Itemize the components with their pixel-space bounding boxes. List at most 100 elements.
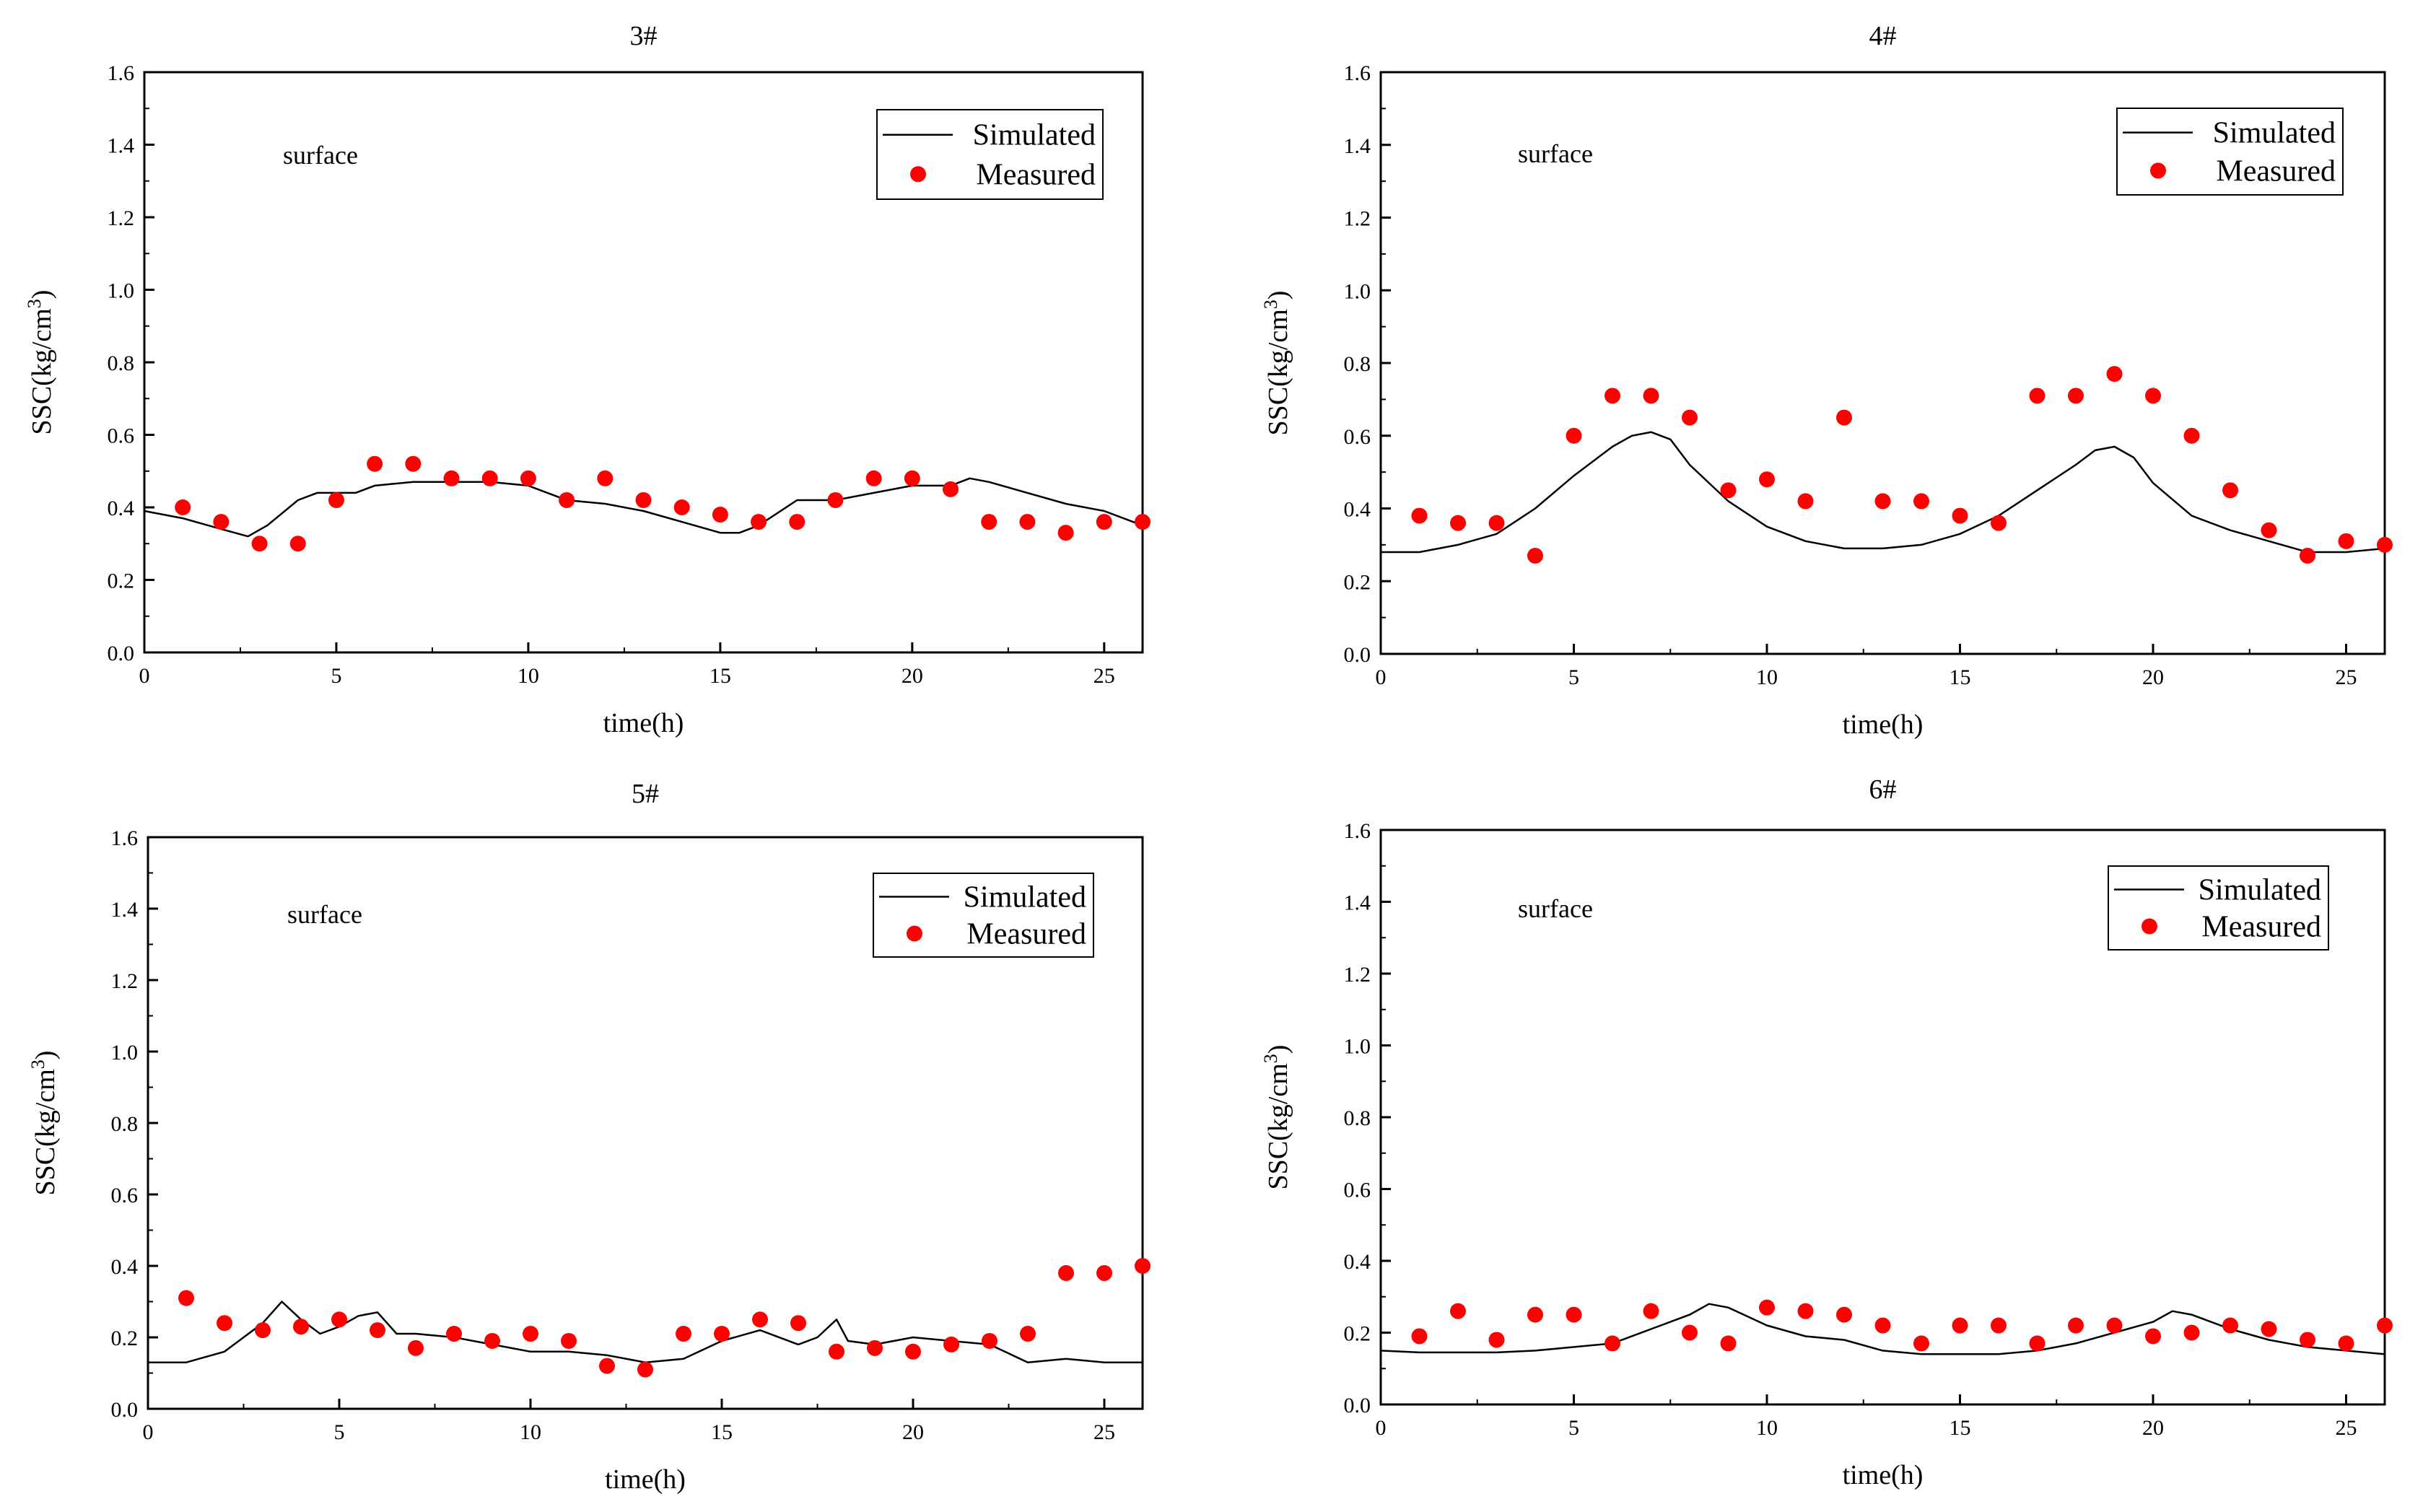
measured-point	[1019, 514, 1036, 530]
x-tick-label: 5	[331, 664, 341, 688]
x-tick-label: 15	[1950, 1416, 1971, 1440]
measured-point	[712, 507, 728, 523]
annotation-label: surface	[287, 900, 362, 929]
measured-point	[217, 1315, 232, 1332]
measured-point	[2145, 1328, 2161, 1345]
measured-point	[2261, 1321, 2277, 1337]
legend-measured-swatch	[2142, 918, 2157, 935]
x-axis-title: time(h)	[605, 1464, 686, 1495]
measured-point	[1058, 1264, 1074, 1281]
measured-point	[1874, 493, 1891, 510]
y-tick-label: 0.6	[111, 1184, 139, 1207]
x-axis-title: time(h)	[1843, 1460, 1924, 1490]
y-tick-label: 1.0	[108, 279, 135, 303]
x-tick-label: 15	[1950, 665, 1971, 689]
x-tick-label: 15	[710, 664, 731, 688]
legend-measured-label: Measured	[966, 918, 1086, 951]
y-tick-label: 0.6	[108, 424, 135, 448]
measured-point	[1991, 515, 2007, 531]
measured-point	[1020, 1326, 1036, 1342]
measured-point	[405, 455, 422, 472]
x-tick-label: 10	[1756, 1416, 1778, 1440]
measured-point	[2338, 1335, 2354, 1352]
measured-point	[2338, 533, 2354, 549]
simulated-line	[1380, 1303, 2385, 1355]
x-tick-label: 5	[1568, 665, 1579, 689]
measured-point	[1720, 482, 1737, 499]
measured-point	[328, 491, 344, 508]
measured-point	[1643, 1303, 1659, 1319]
y-tick-label: 0.4	[108, 497, 135, 520]
annotation-label: surface	[1518, 139, 1593, 168]
legend-box	[873, 873, 1094, 958]
chart-title: 3#	[630, 21, 658, 51]
x-tick-label: 0	[143, 1420, 154, 1444]
measured-point	[1643, 388, 1659, 404]
measured-point	[1682, 409, 1698, 426]
y-tick-label: 0.8	[1344, 352, 1371, 376]
legend-measured-label: Measured	[2216, 154, 2336, 188]
y-tick-label: 0.2	[111, 1327, 139, 1350]
measured-point	[251, 536, 268, 552]
y-tick-label: 0.2	[108, 569, 135, 593]
y-tick-label: 1.6	[1344, 819, 1371, 843]
measured-point	[443, 470, 460, 486]
legend-simulated-label: Simulated	[973, 119, 1096, 152]
x-tick-label: 10	[1756, 665, 1778, 689]
x-tick-label: 20	[2142, 1416, 2164, 1440]
measured-point	[1682, 1324, 1698, 1341]
x-axis-title: time(h)	[1843, 709, 1924, 740]
measured-point	[714, 1326, 730, 1342]
measured-point	[865, 470, 882, 486]
measured-point	[1991, 1317, 2007, 1334]
measured-point	[1488, 515, 1505, 531]
measured-point	[481, 470, 498, 486]
x-tick-label: 0	[139, 664, 150, 688]
y-tick-label: 1.2	[111, 969, 139, 993]
measured-point	[367, 455, 383, 472]
measured-point	[597, 470, 614, 486]
y-tick-label: 0.4	[1344, 1250, 1371, 1274]
x-axis-title: time(h)	[603, 708, 684, 738]
legend-measured-label: Measured	[976, 158, 1096, 191]
x-tick-label: 25	[1093, 664, 1115, 688]
x-tick-label: 25	[2336, 665, 2357, 689]
measured-point	[1096, 514, 1112, 530]
y-tick-label: 1.4	[1344, 134, 1371, 158]
measured-point	[2183, 427, 2200, 444]
measured-point	[2377, 1317, 2393, 1334]
y-tick-label: 1.4	[1344, 891, 1371, 915]
chart-title: 5#	[632, 779, 659, 809]
measured-point	[2300, 547, 2315, 564]
measured-point	[408, 1340, 424, 1356]
measured-point	[1527, 547, 1543, 564]
measured-point	[1759, 471, 1775, 488]
legend-simulated-label: Simulated	[2199, 873, 2321, 906]
measured-point	[175, 499, 191, 515]
measured-point	[2068, 388, 2084, 404]
simulated-line	[144, 477, 1143, 538]
measured-point	[829, 1343, 844, 1360]
chart-title: 6#	[1869, 774, 1897, 805]
measured-point	[1450, 515, 1466, 531]
y-tick-label: 0.8	[111, 1112, 139, 1136]
y-tick-label: 1.2	[108, 206, 135, 230]
legend-measured-label: Measured	[2201, 911, 2321, 944]
y-tick-label: 0.4	[111, 1255, 139, 1279]
x-tick-label: 20	[901, 664, 923, 688]
y-axis-title: SSC(kg/cm3)	[1260, 291, 1294, 436]
measured-point	[255, 1322, 271, 1339]
measured-point	[1836, 1306, 1852, 1323]
y-tick-label: 0.8	[1344, 1106, 1371, 1130]
measured-point	[289, 536, 306, 552]
measured-point	[1913, 1335, 1929, 1352]
annotation-label: surface	[283, 141, 358, 170]
measured-point	[905, 1343, 921, 1360]
measured-point	[2300, 1332, 2315, 1348]
measured-point	[1411, 507, 1428, 524]
measured-point	[1874, 1317, 1891, 1334]
measured-point	[1605, 1335, 1620, 1352]
x-tick-label: 20	[2142, 665, 2164, 689]
measured-point	[331, 1311, 347, 1328]
